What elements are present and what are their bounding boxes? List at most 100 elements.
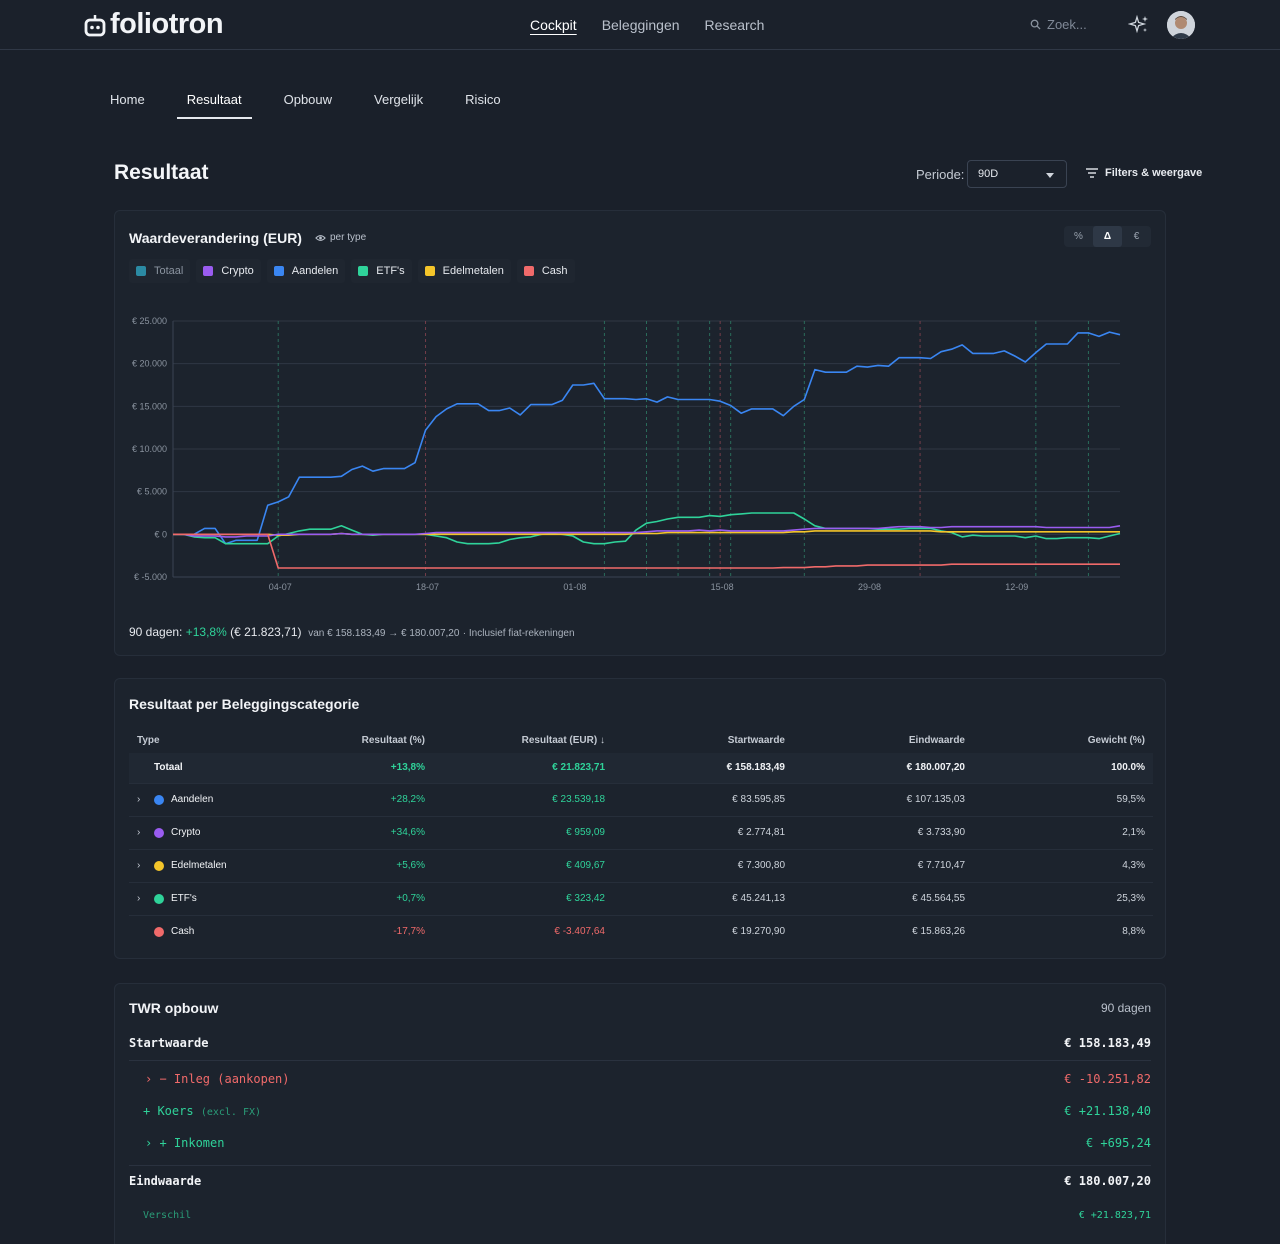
- category-result-card: Resultaat per Beleggingscategorie Type R…: [114, 678, 1166, 959]
- col-type[interactable]: Type: [137, 734, 160, 746]
- table-row[interactable]: › Crypto +34,6% € 959,09 € 2.774,81 € 3.733,9…: [129, 816, 1153, 850]
- row-type: › Aandelen: [129, 783, 299, 817]
- row-eur: € 23.539,18: [433, 783, 613, 817]
- twr-koers-note: (excl. FX): [200, 1107, 262, 1118]
- nav-cockpit[interactable]: Cockpit: [530, 17, 577, 33]
- legend-swatch: [273, 266, 284, 276]
- twr-start-value: € 158.183,49: [1064, 1036, 1151, 1050]
- category-table-title: Resultaat per Beleggingscategorie: [129, 696, 360, 712]
- category-dot: [154, 827, 164, 838]
- twr-card: TWR opbouw 90 dagen Startwaarde € 158.18…: [114, 983, 1166, 1244]
- summary-note: · Inclusief fiat-rekeningen: [462, 628, 575, 639]
- row-start: € 83.595,85: [613, 783, 793, 817]
- search-placeholder: Zoek...: [1047, 17, 1087, 32]
- divider: [129, 1165, 1151, 1166]
- row-weight: 59,5%: [973, 783, 1153, 817]
- row-eur: € -3.407,64: [554, 926, 605, 938]
- row-pct: +5,6%: [299, 849, 433, 883]
- divider: [129, 1060, 1151, 1061]
- period-summary: 90 dagen: +13,8% (€ 21.823,71) van € 158…: [129, 625, 575, 639]
- row-start: € 7.300,80: [613, 849, 793, 883]
- row-end: € 15.863,26: [912, 926, 965, 938]
- mode-delta-button[interactable]: Δ: [1093, 226, 1122, 247]
- logo[interactable]: foliotron: [84, 8, 224, 41]
- per-type-toggle[interactable]: per type: [315, 232, 366, 243]
- total-start: € 158.183,49: [613, 753, 793, 784]
- legend-label: Aandelen: [291, 265, 339, 277]
- legend-swatch: [136, 266, 146, 276]
- summary-amount: (€ 21.823,71): [230, 625, 302, 639]
- row-type-label: Edelmetalen: [171, 860, 227, 871]
- nav-research[interactable]: Research: [704, 17, 765, 33]
- row-type: Cash: [129, 915, 299, 948]
- row-start: € 2.774,81: [613, 816, 793, 850]
- twr-inleg-row[interactable]: › − Inleg (aankopen) € -10.251,82: [129, 1072, 1151, 1086]
- legend-item-edelmetalen[interactable]: Edelmetalen: [417, 259, 511, 283]
- x-tick-label: 01-08: [563, 582, 586, 592]
- chart-title: Waardeverandering (EUR): [129, 230, 302, 246]
- twr-koers-label-group: + Koers (excl. FX): [129, 1104, 261, 1118]
- tab-opbouw[interactable]: Opbouw: [283, 92, 333, 107]
- total-eur: € 21.823,71: [433, 753, 613, 784]
- sparkle-icon[interactable]: [1128, 14, 1150, 36]
- legend-swatch: [424, 266, 435, 276]
- row-eur: € 959,09: [433, 816, 613, 850]
- twr-inkomen-label[interactable]: › + Inkomen: [145, 1136, 225, 1150]
- user-avatar[interactable]: [1167, 11, 1195, 39]
- row-pct: +34,6%: [299, 816, 433, 850]
- search-box[interactable]: Zoek...: [1030, 17, 1087, 32]
- legend-label: Crypto: [221, 265, 254, 277]
- mode-percent-button[interactable]: %: [1074, 231, 1083, 242]
- twr-inkomen-row[interactable]: › + Inkomen € +695,24: [129, 1136, 1151, 1150]
- table-row[interactable]: › ETF's +0,7% € 323,42 € 45.241,13 € 45.564,5…: [129, 882, 1153, 916]
- col-start[interactable]: Startwaarde: [727, 734, 785, 746]
- series-line-etfs: [173, 512, 1121, 545]
- row-weight: 2,1%: [973, 816, 1153, 850]
- legend-item-cash[interactable]: Cash: [516, 259, 575, 283]
- twr-inleg-label[interactable]: › − Inleg (aankopen): [145, 1072, 290, 1086]
- legend-label: Cash: [541, 265, 568, 277]
- mode-euro-button[interactable]: €: [1133, 231, 1140, 242]
- row-start: € 45.241,13: [613, 882, 793, 916]
- col-weight[interactable]: Gewicht (%): [1087, 734, 1145, 746]
- nav-beleggingen[interactable]: Beleggingen: [601, 17, 680, 33]
- twr-end-row: Eindwaarde € 180.007,20: [129, 1174, 1151, 1188]
- legend-item-totaal[interactable]: Totaal: [129, 259, 191, 283]
- value-change-card: Waardeverandering (EUR) per type % Δ € T…: [114, 210, 1166, 656]
- col-end[interactable]: Eindwaarde: [908, 734, 965, 746]
- col-result-eur[interactable]: Resultaat (EUR) ↓: [433, 727, 613, 753]
- tab-home[interactable]: Home: [110, 92, 145, 107]
- x-tick-label: 12-09: [1005, 582, 1028, 592]
- twr-period: 90 dagen: [1100, 1001, 1151, 1015]
- x-tick-label: 04-07: [269, 582, 292, 592]
- filters-button[interactable]: Filters & weergave: [1086, 167, 1202, 179]
- chevron-right-icon[interactable]: ›: [137, 827, 141, 838]
- tab-resultaat[interactable]: Resultaat: [176, 84, 252, 119]
- tab-vergelijk[interactable]: Vergelijk: [374, 92, 424, 107]
- per-type-label: per type: [330, 232, 367, 243]
- row-type-label: Aandelen: [171, 794, 214, 805]
- col-result-pct[interactable]: Resultaat (%): [361, 734, 425, 746]
- category-dot: [154, 893, 164, 904]
- table-row[interactable]: › Edelmetalen +5,6% € 409,67 € 7.300,80 € 7.7…: [129, 849, 1153, 883]
- category-dot: [154, 926, 164, 937]
- chevron-right-icon[interactable]: ›: [137, 860, 141, 871]
- total-end: € 180.007,20: [793, 753, 973, 784]
- main-nav: Cockpit Beleggingen Research: [530, 17, 764, 33]
- y-tick-label: € 10.000: [132, 444, 167, 454]
- legend-item-aandelen[interactable]: Aandelen: [266, 259, 346, 283]
- legend-item-crypto[interactable]: Crypto: [196, 259, 261, 283]
- tab-risico[interactable]: Risico: [465, 92, 501, 107]
- periode-select[interactable]: 90D: [967, 160, 1067, 188]
- legend-label: Edelmetalen: [442, 265, 504, 277]
- page-title: Resultaat: [114, 161, 209, 184]
- chevron-right-icon[interactable]: ›: [137, 794, 141, 805]
- y-tick-label: € 5.000: [137, 487, 167, 497]
- row-pct: +28,2%: [299, 783, 433, 817]
- legend-item-etfs[interactable]: ETF's: [351, 259, 412, 283]
- row-pct: +0,7%: [299, 882, 433, 916]
- table-row[interactable]: › Aandelen +28,2% € 23.539,18 € 83.595,85 € 1…: [129, 783, 1153, 817]
- chevron-right-icon[interactable]: ›: [137, 893, 141, 904]
- table-row-total: Totaal +13,8% € 21.823,71 € 158.183,49 €…: [129, 753, 1153, 784]
- twr-koers-row: + Koers (excl. FX) € +21.138,40: [129, 1104, 1151, 1118]
